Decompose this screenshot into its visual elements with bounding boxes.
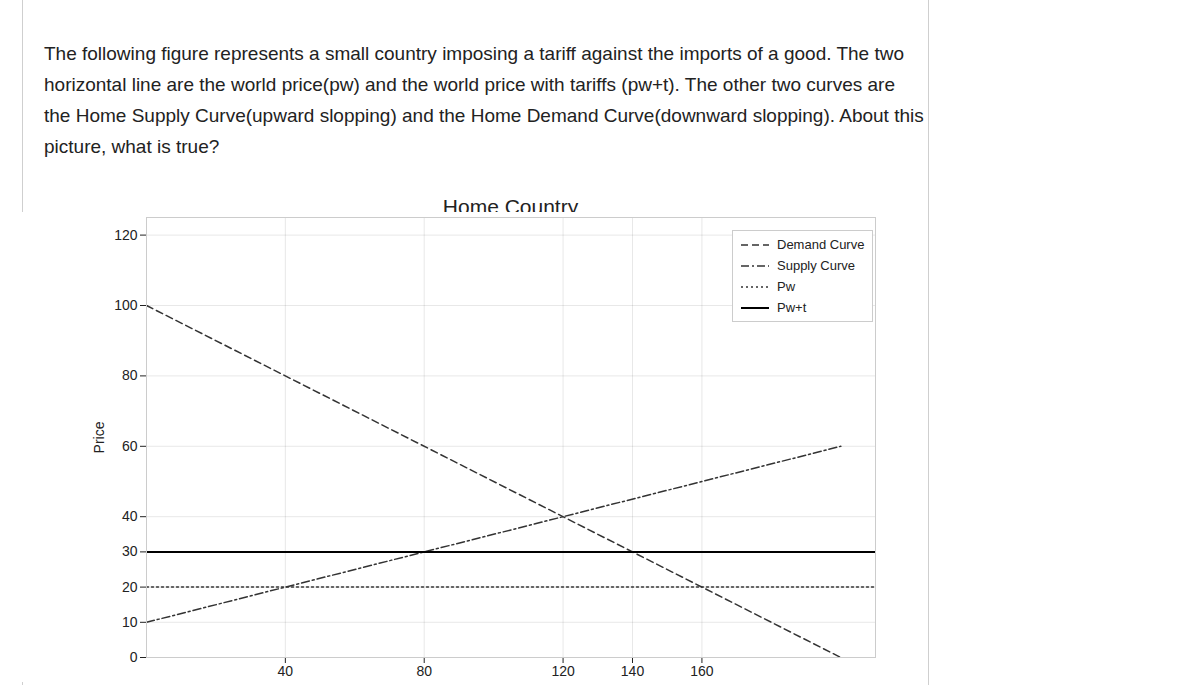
html-text:Pw+t: Pw+t xyxy=(777,300,807,315)
svg-text:0: 0 xyxy=(130,649,138,665)
svg-text:120: 120 xyxy=(551,663,575,679)
svg-text:160: 160 xyxy=(690,663,714,679)
svg-text:120: 120 xyxy=(114,227,138,243)
svg-text:30: 30 xyxy=(122,543,138,559)
svg-text:140: 140 xyxy=(621,663,645,679)
svg-text:100: 100 xyxy=(114,297,138,313)
svg-text:20: 20 xyxy=(122,579,138,595)
html-text:Home Country: Home Country xyxy=(442,195,579,218)
svg-text:10: 10 xyxy=(122,614,138,630)
svg-text:80: 80 xyxy=(122,367,138,383)
svg-text:40: 40 xyxy=(122,508,138,524)
html-text:Supply Curve: Supply Curve xyxy=(777,258,855,273)
svg-text:80: 80 xyxy=(416,663,432,679)
html-text:The following figure represent: The following figure represents a small … xyxy=(44,43,924,157)
svg-text:60: 60 xyxy=(122,438,138,454)
svg-text:40: 40 xyxy=(278,663,294,679)
html-text:Demand Curve: Demand Curve xyxy=(777,237,865,252)
html-text:Pw: Pw xyxy=(777,279,796,294)
svg-text:Price: Price xyxy=(91,421,107,453)
